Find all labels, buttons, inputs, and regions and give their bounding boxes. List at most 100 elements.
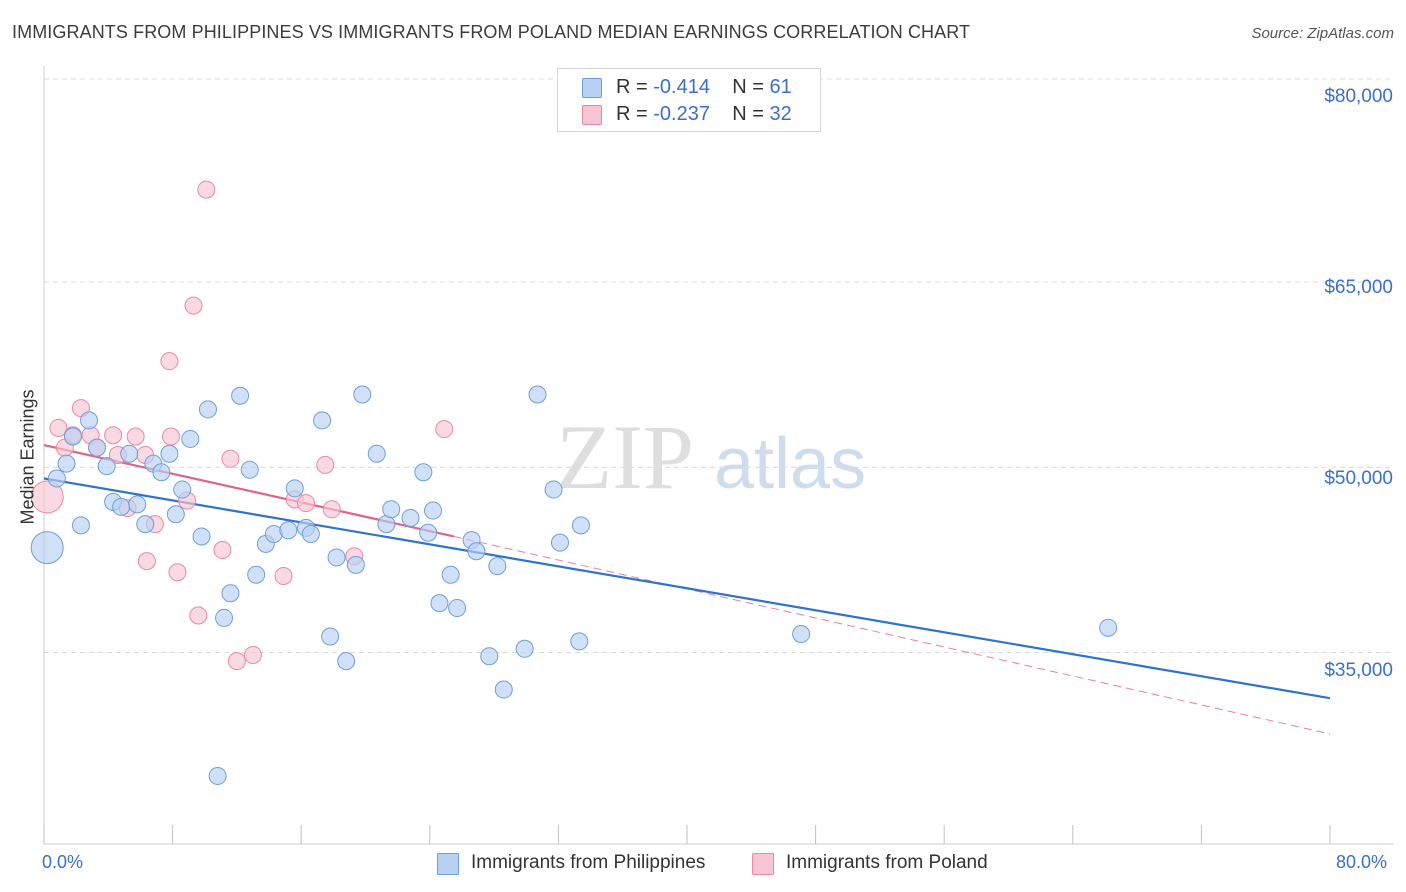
philippines-point bbox=[528, 385, 547, 404]
source-label: Source: ZipAtlas.com bbox=[1251, 25, 1394, 42]
philippines-point bbox=[30, 531, 64, 565]
philippines-point bbox=[247, 565, 266, 584]
philippines-point bbox=[551, 533, 570, 552]
poland-swatch bbox=[582, 105, 602, 125]
philippines-point bbox=[441, 565, 460, 584]
poland-point bbox=[322, 500, 341, 519]
axes bbox=[43, 66, 1394, 845]
philippines-point bbox=[120, 444, 139, 463]
philippines-point bbox=[430, 594, 449, 613]
philippines-point bbox=[488, 557, 507, 576]
philippines-point bbox=[215, 608, 234, 627]
poland-point bbox=[161, 427, 180, 446]
philippines-point bbox=[353, 385, 372, 404]
philippines-point bbox=[80, 411, 99, 430]
y-tick-label: $80,000 bbox=[1324, 86, 1393, 107]
philippines-point bbox=[57, 454, 76, 473]
philippines-point bbox=[327, 548, 346, 567]
legend-r-label: R = bbox=[616, 76, 654, 98]
philippines-point bbox=[63, 427, 82, 446]
philippines-point bbox=[136, 515, 155, 534]
poland-point bbox=[49, 418, 68, 437]
watermark-zip: ZIP bbox=[556, 406, 694, 508]
philippines-point bbox=[467, 542, 486, 561]
poland-point bbox=[126, 427, 145, 446]
philippines-point bbox=[382, 500, 401, 519]
philippines-point bbox=[571, 516, 590, 535]
philippines-trend-line bbox=[43, 477, 1331, 700]
legend-n-label: N = bbox=[732, 76, 770, 98]
philippines-points bbox=[30, 385, 1118, 785]
philippines-point bbox=[480, 647, 499, 666]
poland-point bbox=[274, 566, 293, 585]
x-tick-label-min: 0.0% bbox=[42, 852, 84, 872]
philippines-point bbox=[231, 386, 250, 405]
legend-r-value: -0.237 bbox=[653, 103, 710, 125]
legend-r-value: -0.414 bbox=[653, 76, 710, 98]
philippines-point bbox=[367, 444, 386, 463]
poland-point bbox=[227, 652, 246, 671]
poland-point bbox=[104, 426, 123, 445]
philippines-point bbox=[401, 508, 420, 527]
y-tick-label: $65,000 bbox=[1324, 277, 1393, 298]
philippines-point bbox=[419, 523, 438, 542]
poland-point bbox=[189, 606, 208, 625]
philippines-point bbox=[792, 624, 811, 643]
philippines-point bbox=[1099, 618, 1118, 637]
philippines-point bbox=[240, 460, 259, 479]
philippines-point bbox=[313, 411, 332, 430]
legend-n-value: 61 bbox=[769, 76, 792, 98]
watermark: ZIP atlas bbox=[556, 406, 866, 508]
philippines-swatch bbox=[437, 853, 459, 875]
poland-point bbox=[297, 494, 316, 513]
poland-trend-extension bbox=[453, 535, 1331, 735]
poland-point bbox=[30, 480, 64, 514]
poland-point bbox=[168, 563, 187, 582]
philippines-point bbox=[152, 463, 171, 482]
legend-n-label: N = bbox=[732, 103, 770, 125]
philippines-point bbox=[47, 469, 66, 488]
poland-swatch bbox=[752, 853, 774, 875]
philippines-point bbox=[279, 521, 298, 540]
philippines-point bbox=[198, 400, 217, 419]
philippines-point bbox=[160, 444, 179, 463]
philippines-point bbox=[414, 463, 433, 482]
philippines-point bbox=[71, 516, 90, 535]
watermark-atlas: atlas bbox=[714, 424, 866, 504]
philippines-point bbox=[570, 632, 589, 651]
philippines-point bbox=[301, 524, 320, 543]
philippines-point bbox=[544, 480, 563, 499]
philippines-point bbox=[285, 479, 304, 498]
poland-point bbox=[213, 541, 232, 560]
poland-point bbox=[160, 352, 179, 371]
philippines-point bbox=[166, 505, 185, 524]
philippines-point bbox=[97, 457, 116, 476]
poland-point bbox=[137, 552, 156, 571]
poland-point bbox=[221, 449, 240, 468]
x-tick-label-max: 80.0% bbox=[1336, 852, 1388, 872]
poland-point bbox=[435, 420, 454, 439]
poland-point bbox=[184, 296, 203, 315]
philippines-point bbox=[424, 501, 443, 520]
philippines-point bbox=[181, 429, 200, 448]
poland-point bbox=[243, 645, 262, 664]
legend: R = -0.414 N = 61 R = -0.237 N = 32 bbox=[557, 68, 821, 132]
philippines-point bbox=[173, 480, 192, 499]
philippines-point bbox=[337, 652, 356, 671]
series-name: Immigrants from Philippines bbox=[471, 852, 706, 873]
philippines-point bbox=[494, 680, 513, 699]
philippines-point bbox=[221, 584, 240, 603]
poland-point bbox=[197, 180, 216, 199]
philippines-point bbox=[208, 766, 227, 785]
grid-lines bbox=[44, 78, 1394, 653]
philippines-point bbox=[128, 495, 147, 514]
y-tick-label: $35,000 bbox=[1324, 660, 1393, 681]
y-tick-label: $50,000 bbox=[1324, 468, 1393, 489]
legend-r-label: R = bbox=[616, 103, 654, 125]
philippines-point bbox=[448, 599, 467, 618]
philippines-point bbox=[88, 438, 107, 457]
poland-point bbox=[316, 455, 335, 474]
series-name: Immigrants from Poland bbox=[786, 852, 988, 873]
y-axis-title: Median Earnings bbox=[17, 389, 38, 525]
